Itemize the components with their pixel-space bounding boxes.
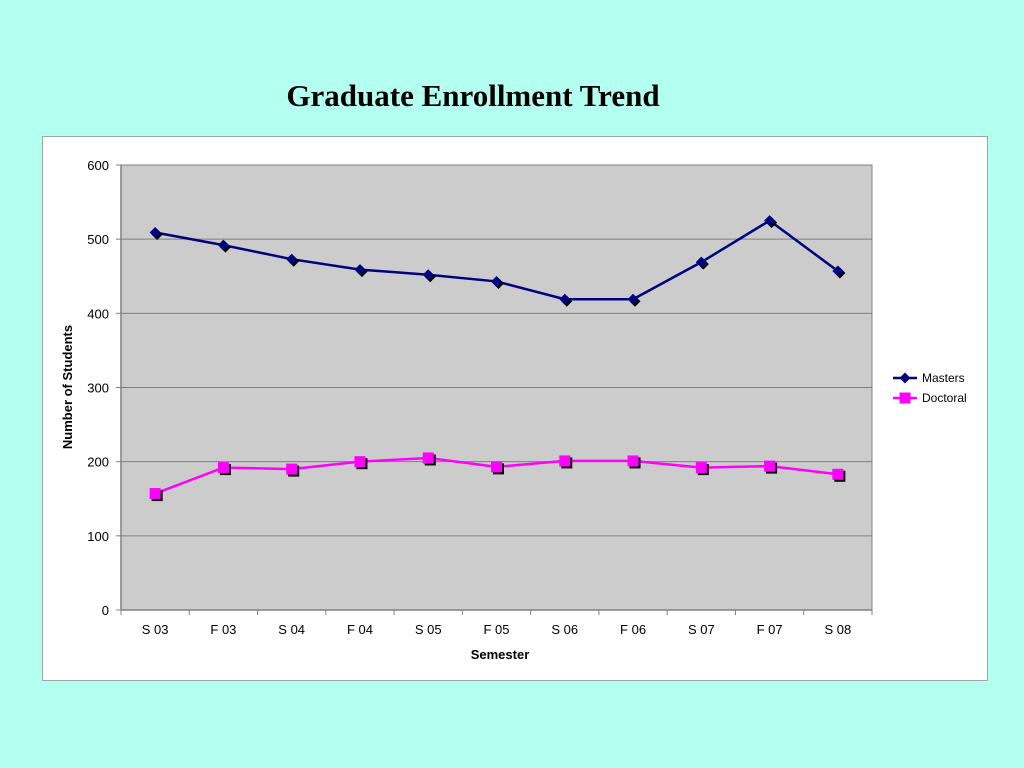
data-point-masters xyxy=(354,264,368,278)
y-axis-title: Number of Students xyxy=(60,325,75,449)
x-tick-label: F 04 xyxy=(347,622,373,637)
data-point-doctoral xyxy=(695,462,709,476)
data-point-masters xyxy=(832,265,846,279)
data-point-doctoral xyxy=(832,468,846,482)
chart-title: Graduate Enrollment Trend xyxy=(286,78,660,113)
y-tick-label: 300 xyxy=(87,381,109,396)
x-tick-label: F 05 xyxy=(483,622,509,637)
x-axis-title: Semester xyxy=(471,647,530,662)
y-tick-label: 100 xyxy=(87,529,109,544)
x-tick-label: F 06 xyxy=(620,622,646,637)
legend: Masters Doctoral xyxy=(893,371,967,405)
x-tick-label: F 03 xyxy=(210,622,236,637)
y-tick-label: 400 xyxy=(87,306,109,321)
x-tick-label: S 07 xyxy=(688,622,715,637)
data-point-doctoral xyxy=(764,460,778,474)
y-tick-labels: 0 100 200 300 400 500 600 xyxy=(87,158,121,618)
data-point-masters xyxy=(695,256,709,270)
data-point-masters xyxy=(559,293,573,307)
data-point-masters xyxy=(764,215,778,229)
x-tick-label: S 08 xyxy=(824,622,851,637)
y-tick-label: 200 xyxy=(87,455,109,470)
data-point-doctoral xyxy=(286,463,300,477)
chart-area: 0 100 200 300 400 500 600 S 03 F 03 S 04 F 04 S 05… xyxy=(42,136,988,681)
legend-label: Masters xyxy=(922,371,965,385)
line-chart: 0 100 200 300 400 500 600 S 03 F 03 S 04 F 04 S 05… xyxy=(60,158,967,662)
data-point-masters xyxy=(491,275,504,289)
y-tick-label: 500 xyxy=(87,232,109,247)
x-tick-label: S 06 xyxy=(551,622,578,637)
data-point-doctoral xyxy=(627,455,641,469)
data-point-masters xyxy=(217,239,231,253)
data-point-doctoral xyxy=(354,456,368,470)
legend-item-doctoral: Doctoral xyxy=(893,391,967,405)
data-point-masters xyxy=(627,293,641,307)
y-tick-label: 600 xyxy=(87,158,109,173)
legend-marker-masters xyxy=(899,372,911,384)
x-tick-labels: S 03 F 03 S 04 F 04 S 05 F 05 S 06 F 06 S 07 F 07… xyxy=(120,610,873,637)
x-tick-label: F 07 xyxy=(757,622,783,637)
data-point-doctoral xyxy=(149,488,163,502)
data-point-doctoral xyxy=(217,462,231,476)
data-point-masters xyxy=(149,226,163,240)
legend-item-masters: Masters xyxy=(893,371,965,385)
x-tick-label: S 04 xyxy=(278,622,305,637)
data-point-doctoral xyxy=(559,455,573,469)
data-point-doctoral xyxy=(422,452,436,466)
x-tick-label: S 05 xyxy=(415,622,442,637)
y-tick-label: 0 xyxy=(102,603,109,618)
data-point-masters xyxy=(422,269,436,283)
data-point-doctoral xyxy=(491,461,504,475)
x-tick-label: S 03 xyxy=(142,622,169,637)
legend-label: Doctoral xyxy=(922,391,967,405)
legend-marker-doctoral xyxy=(899,392,911,404)
series-doctoral xyxy=(149,452,846,502)
